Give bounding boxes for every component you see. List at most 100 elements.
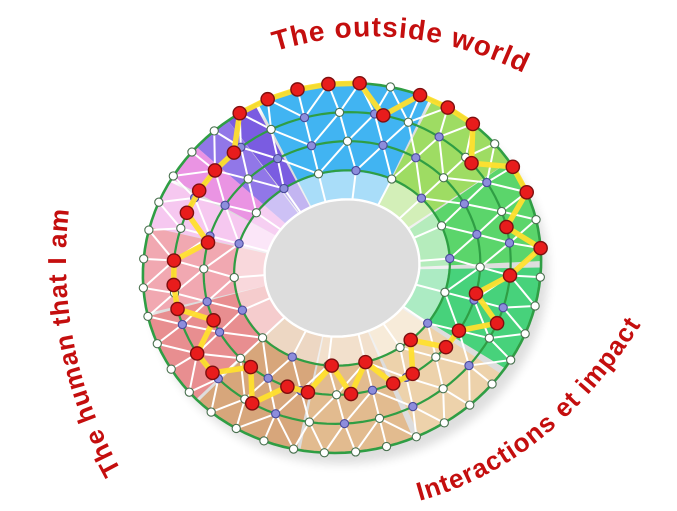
mesh-node — [143, 311, 153, 322]
mesh-node — [154, 197, 164, 207]
mesh-edge — [343, 422, 357, 453]
highlight-node — [191, 183, 207, 198]
mesh-node — [184, 387, 194, 397]
mesh-edge — [274, 412, 295, 451]
mesh-edge — [378, 417, 388, 448]
mesh-edge — [414, 156, 423, 200]
mesh-edge — [502, 304, 537, 309]
mesh-edge — [508, 218, 538, 244]
mesh-edge — [420, 176, 445, 200]
mesh-node — [431, 352, 441, 362]
highlight-node — [451, 323, 467, 338]
highlight-nodes — [166, 75, 548, 411]
highlight-node — [533, 240, 548, 256]
mesh-node — [206, 407, 216, 417]
highlight-node — [412, 87, 428, 103]
mesh-node — [237, 305, 248, 315]
mesh-node — [484, 333, 494, 343]
mesh-edge — [405, 376, 414, 408]
mesh-edge — [210, 398, 246, 414]
mesh-node — [279, 183, 289, 194]
highlight-node — [489, 315, 505, 331]
mesh-edge — [414, 135, 441, 159]
mesh-edge — [262, 412, 277, 442]
mesh-node — [334, 107, 345, 118]
mesh-edge — [224, 204, 258, 214]
mesh-node — [422, 318, 433, 328]
mesh-node — [319, 448, 330, 458]
mesh-edge — [335, 393, 346, 425]
mesh-node — [351, 165, 361, 176]
mesh-edge — [399, 346, 437, 359]
mesh-node — [313, 169, 324, 179]
mesh-spoke — [418, 257, 451, 262]
mesh-edge — [235, 398, 246, 430]
mesh-spoke — [402, 305, 429, 325]
highlight-node — [300, 384, 316, 400]
mesh-edge — [488, 337, 512, 362]
mesh-edge — [420, 197, 466, 205]
mesh-node — [438, 384, 448, 394]
mesh-edge — [473, 299, 491, 340]
wheel — [138, 75, 549, 464]
mesh-node — [144, 225, 154, 235]
mesh-node — [350, 447, 361, 457]
mesh-edge — [378, 417, 418, 438]
mesh-node — [504, 238, 515, 248]
mesh-edge — [303, 116, 313, 147]
highlight-node — [189, 346, 205, 361]
mesh-node — [459, 199, 470, 209]
mesh-edge — [426, 322, 437, 359]
mesh-edge — [235, 412, 277, 430]
highlight-node — [358, 354, 373, 370]
mesh-edge — [382, 121, 410, 147]
mesh-edge — [310, 144, 320, 175]
mesh-node — [367, 385, 378, 395]
mesh-spoke — [398, 197, 423, 220]
mesh-node — [535, 272, 545, 282]
highlight-node — [166, 277, 181, 293]
mesh-edge — [267, 355, 294, 380]
highlight-node — [290, 82, 305, 97]
mesh-node — [385, 82, 396, 92]
mesh-edge — [308, 393, 338, 424]
mesh-edge — [463, 202, 503, 213]
mesh-edge — [346, 112, 376, 143]
highlight-node — [440, 100, 456, 115]
highlight-node — [232, 105, 247, 121]
mesh-edge — [343, 389, 374, 425]
mesh-node — [498, 303, 508, 313]
mesh-edge — [407, 121, 417, 159]
mesh-spoke — [255, 211, 282, 231]
highlight-node — [280, 379, 295, 394]
mesh-edge — [239, 357, 246, 401]
mesh-node — [530, 301, 540, 311]
mesh-spoke — [351, 169, 357, 201]
highlight-node — [468, 286, 484, 301]
inner-band — [235, 171, 449, 365]
mesh-edge — [390, 156, 417, 181]
highlight-node — [200, 235, 216, 250]
label-human-that-i-am-text: The human that I am — [39, 204, 129, 486]
mesh-edge — [382, 144, 393, 181]
mesh-node — [202, 296, 212, 307]
mesh-edge — [157, 201, 182, 230]
mesh-edge — [338, 111, 349, 143]
mesh-edge — [218, 331, 264, 339]
mesh-node — [263, 373, 273, 383]
label-outside-world: The outside world — [268, 11, 535, 79]
mesh-edge — [411, 405, 418, 438]
mesh-node — [472, 229, 482, 240]
mesh-edge — [146, 315, 184, 326]
mesh-edge — [206, 276, 236, 303]
mesh-edge — [448, 233, 478, 260]
mesh-edge — [243, 377, 270, 401]
highlight-node — [205, 365, 220, 381]
mesh-edge — [308, 421, 326, 454]
mesh-edge — [442, 387, 446, 424]
mesh-node — [464, 360, 474, 371]
mesh-node — [231, 423, 241, 434]
mesh-spoke — [414, 283, 446, 294]
mesh-edge — [475, 233, 511, 244]
